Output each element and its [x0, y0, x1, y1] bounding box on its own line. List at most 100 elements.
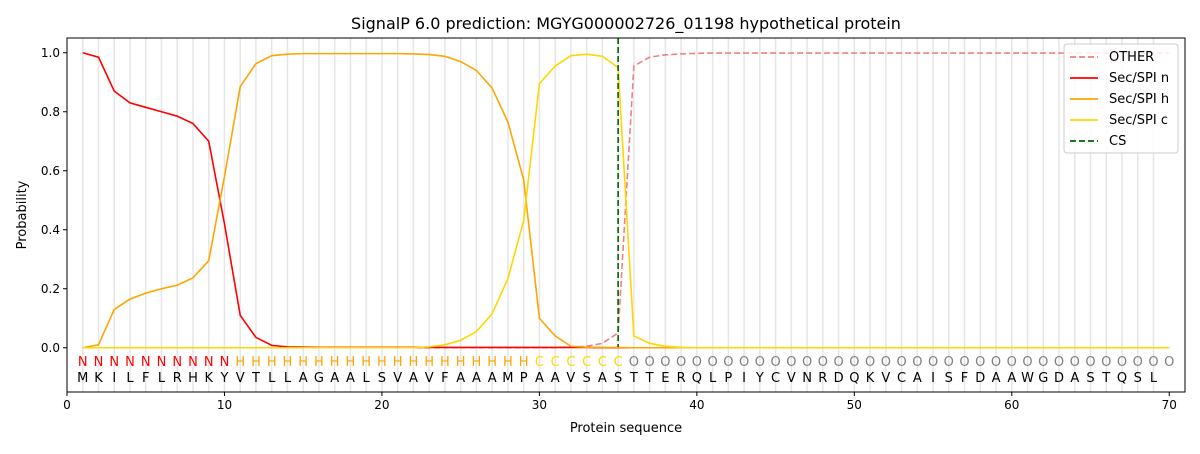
residue-label: R: [818, 371, 827, 386]
residue-label: C: [771, 371, 780, 386]
region-label: O: [692, 355, 702, 370]
region-label: O: [896, 355, 906, 370]
region-label: H: [409, 355, 419, 370]
residue-label: A: [488, 371, 497, 386]
region-label: O: [770, 355, 780, 370]
region-label: O: [928, 355, 938, 370]
region-label: H: [267, 355, 277, 370]
x-axis-label: Protein sequence: [570, 421, 682, 436]
legend-box: [1063, 43, 1179, 154]
residue-label: S: [945, 371, 953, 386]
y-tick-label: 0.4: [41, 223, 60, 237]
y-axis-label: Probability: [15, 180, 30, 249]
residue-label: V: [787, 371, 796, 386]
region-label: O: [833, 355, 843, 370]
residue-label: A: [472, 371, 481, 386]
region-label: C: [582, 355, 591, 370]
series-line-sec-spi-c: [82, 53, 1170, 349]
region-label: O: [865, 355, 875, 370]
residue-label: S: [583, 371, 591, 386]
region-label: O: [991, 355, 1001, 370]
region-label: C: [551, 355, 560, 370]
residue-label: K: [866, 371, 875, 386]
y-tick-label: 0.6: [41, 164, 60, 178]
region-label: H: [283, 355, 293, 370]
residue-label: L: [363, 371, 371, 386]
region-label: H: [346, 355, 356, 370]
residue-label: V: [393, 371, 402, 386]
residue-label: G: [314, 371, 324, 386]
x-tick-label: 10: [217, 398, 232, 412]
region-label: N: [109, 355, 119, 370]
residue-label: L: [126, 371, 134, 386]
legend-entry: Sec/SPI c: [1109, 113, 1168, 128]
region-label: H: [361, 355, 371, 370]
region-label: O: [912, 355, 922, 370]
residue-label: T: [251, 371, 260, 386]
residue-label: T: [1101, 371, 1110, 386]
region-label: H: [235, 355, 245, 370]
residue-label: W: [1021, 371, 1034, 386]
residue-label: S: [1134, 371, 1142, 386]
region-label: O: [849, 355, 859, 370]
residue-label: D: [1054, 371, 1064, 386]
residue-label: A: [330, 371, 339, 386]
residue-label: H: [188, 371, 198, 386]
region-label: N: [141, 355, 151, 370]
x-tick-label: 70: [1162, 398, 1177, 412]
residue-label: Y: [219, 371, 228, 386]
region-label: O: [645, 355, 655, 370]
region-label: H: [456, 355, 466, 370]
region-label: O: [975, 355, 985, 370]
region-label: H: [393, 355, 403, 370]
residue-label: R: [677, 371, 686, 386]
residue-label: P: [724, 371, 732, 386]
region-label: C: [566, 355, 575, 370]
region-label: O: [881, 355, 891, 370]
residue-label: A: [551, 371, 560, 386]
residue-label: Q: [849, 371, 859, 386]
region-label: O: [959, 355, 969, 370]
region-label: N: [78, 355, 88, 370]
x-tick-label: 0: [63, 398, 71, 412]
residue-label: Y: [755, 371, 764, 386]
residue-label: I: [112, 371, 116, 386]
region-label: O: [944, 355, 954, 370]
residue-label: F: [961, 371, 968, 386]
residue-label: T: [629, 371, 638, 386]
region-label: O: [1022, 355, 1032, 370]
residue-label: L: [1150, 371, 1158, 386]
region-label: O: [629, 355, 639, 370]
residue-label: A: [299, 371, 308, 386]
legend-entry: CS: [1109, 134, 1126, 149]
region-label: H: [251, 355, 261, 370]
region-label: O: [1007, 355, 1017, 370]
residue-label: R: [173, 371, 182, 386]
region-label: O: [1070, 355, 1080, 370]
residue-label: E: [661, 371, 669, 386]
region-label: N: [94, 355, 104, 370]
region-label: O: [1085, 355, 1095, 370]
legend: OTHER Sec/SPI n Sec/SPI h Sec/SPI c CS: [1063, 43, 1179, 154]
residue-label: L: [284, 371, 292, 386]
residue-label: S: [1086, 371, 1094, 386]
region-label: O: [1148, 355, 1158, 370]
region-label: H: [472, 355, 482, 370]
region-label: C: [535, 355, 544, 370]
region-label: O: [1054, 355, 1064, 370]
x-tick-label: 30: [532, 398, 547, 412]
residue-label: L: [268, 371, 276, 386]
residue-label: M: [502, 371, 513, 386]
region-label: O: [660, 355, 670, 370]
y-tick-label: 1.0: [41, 46, 60, 60]
region-label: N: [220, 355, 230, 370]
region-label: O: [739, 355, 749, 370]
region-label: H: [377, 355, 387, 370]
plot-frame: [66, 37, 1186, 393]
residue-label: A: [1070, 371, 1079, 386]
residue-label: G: [1038, 371, 1048, 386]
